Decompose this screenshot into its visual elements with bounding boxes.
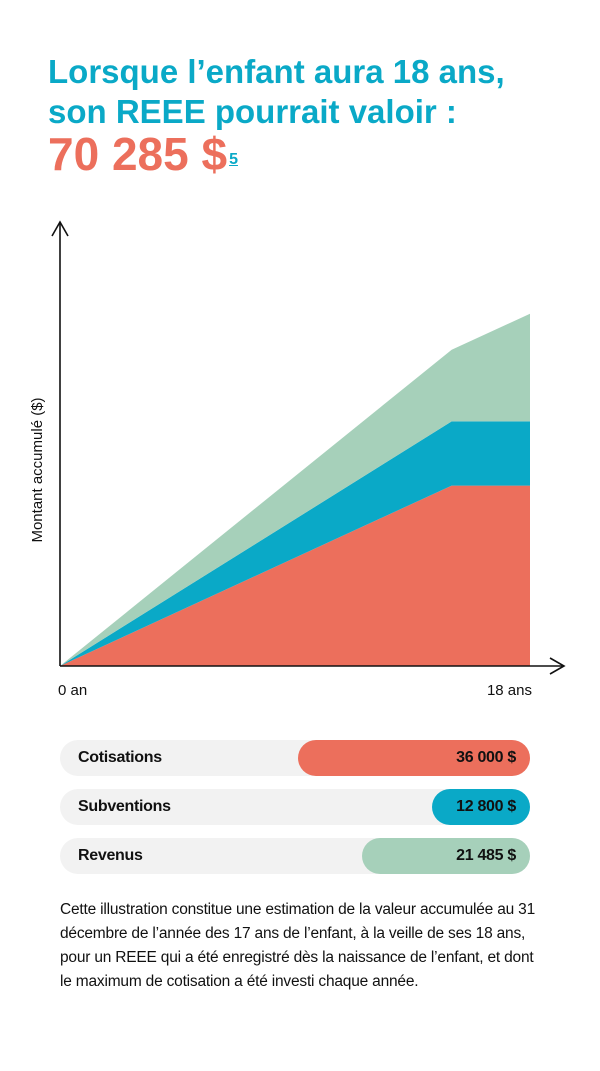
x-axis-arrow-icon	[549, 657, 566, 675]
area-revenus	[60, 313, 530, 666]
breakdown-row-cotisations: Cotisations 36 000 $	[60, 740, 530, 776]
area-cotisations	[60, 485, 530, 666]
breakdown-value: 21 485 $	[456, 847, 516, 864]
headline-line-2: son REEE pourrait valoir :	[48, 93, 457, 130]
headline-line-1: Lorsque l’enfant aura 18 ans,	[48, 53, 505, 90]
breakdown-row-revenus: Revenus 21 485 $	[60, 838, 530, 874]
breakdown-list: Cotisations 36 000 $ Subventions 12 800 $ Re…	[60, 740, 530, 887]
chart-areas	[60, 313, 530, 666]
headline: Lorsque l’enfant aura 18 ans, son REEE p…	[48, 52, 568, 132]
breakdown-value: 12 800 $	[456, 798, 516, 815]
breakdown-bar	[432, 789, 530, 825]
breakdown-bar	[298, 740, 530, 776]
x-tick-label: 18 ans	[487, 682, 532, 699]
projected-amount-value: 70 285 $	[48, 128, 228, 180]
breakdown-value: 36 000 $	[456, 749, 516, 766]
breakdown-label: Revenus	[78, 847, 143, 864]
stacked-area-chart: Montant accumulé ($) 0 an 18 ans	[29, 220, 566, 699]
breakdown-label: Cotisations	[78, 749, 162, 766]
breakdown-row-subventions: Subventions 12 800 $	[60, 789, 530, 825]
area-subventions	[60, 421, 530, 666]
footnote-text: Cette illustration constitue une estimat…	[60, 901, 535, 990]
y-axis-arrow-icon	[51, 220, 69, 237]
footnote-link[interactable]: 5	[229, 151, 238, 168]
y-axis-label: Montant accumulé ($)	[29, 397, 46, 542]
axes	[51, 220, 566, 675]
x-tick-labels: 0 an 18 ans	[58, 682, 532, 699]
x-tick-label: 0 an	[58, 682, 87, 699]
projected-amount: 70 285 $5	[48, 128, 238, 180]
breakdown-bar	[362, 838, 530, 874]
breakdown-label: Subventions	[78, 798, 171, 815]
